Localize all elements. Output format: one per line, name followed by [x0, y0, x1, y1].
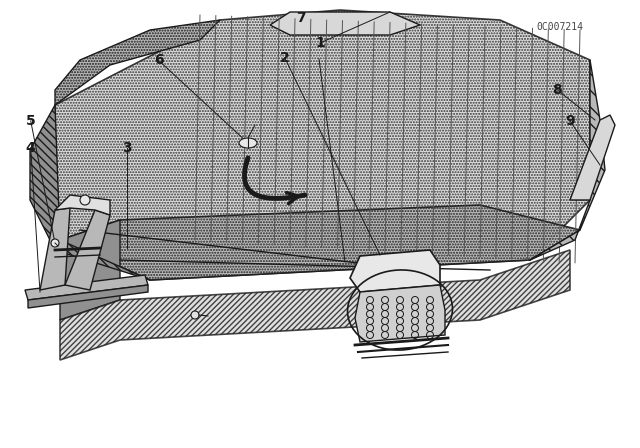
Text: 1: 1 — [315, 35, 325, 50]
Polygon shape — [60, 205, 580, 280]
Text: 5: 5 — [26, 114, 36, 128]
Text: 4: 4 — [26, 141, 36, 155]
Text: 9: 9 — [564, 114, 575, 128]
Text: 7: 7 — [296, 11, 306, 25]
Circle shape — [191, 311, 199, 319]
Polygon shape — [60, 220, 120, 320]
Text: 6: 6 — [154, 53, 164, 68]
Polygon shape — [270, 12, 420, 35]
Polygon shape — [30, 105, 150, 280]
Polygon shape — [55, 195, 110, 215]
Polygon shape — [530, 60, 605, 260]
Polygon shape — [355, 285, 445, 342]
Polygon shape — [55, 10, 590, 280]
Text: 2: 2 — [280, 51, 290, 65]
Text: 0C007214: 0C007214 — [536, 22, 584, 32]
Text: 8: 8 — [552, 82, 562, 97]
Polygon shape — [25, 275, 148, 300]
Polygon shape — [55, 20, 220, 105]
Polygon shape — [570, 115, 615, 200]
Circle shape — [80, 195, 90, 205]
Polygon shape — [65, 210, 110, 290]
Polygon shape — [350, 250, 440, 292]
Circle shape — [51, 239, 59, 247]
Polygon shape — [40, 208, 70, 290]
Polygon shape — [60, 250, 570, 360]
Text: 3: 3 — [122, 141, 132, 155]
Ellipse shape — [239, 138, 257, 148]
Polygon shape — [28, 285, 148, 308]
